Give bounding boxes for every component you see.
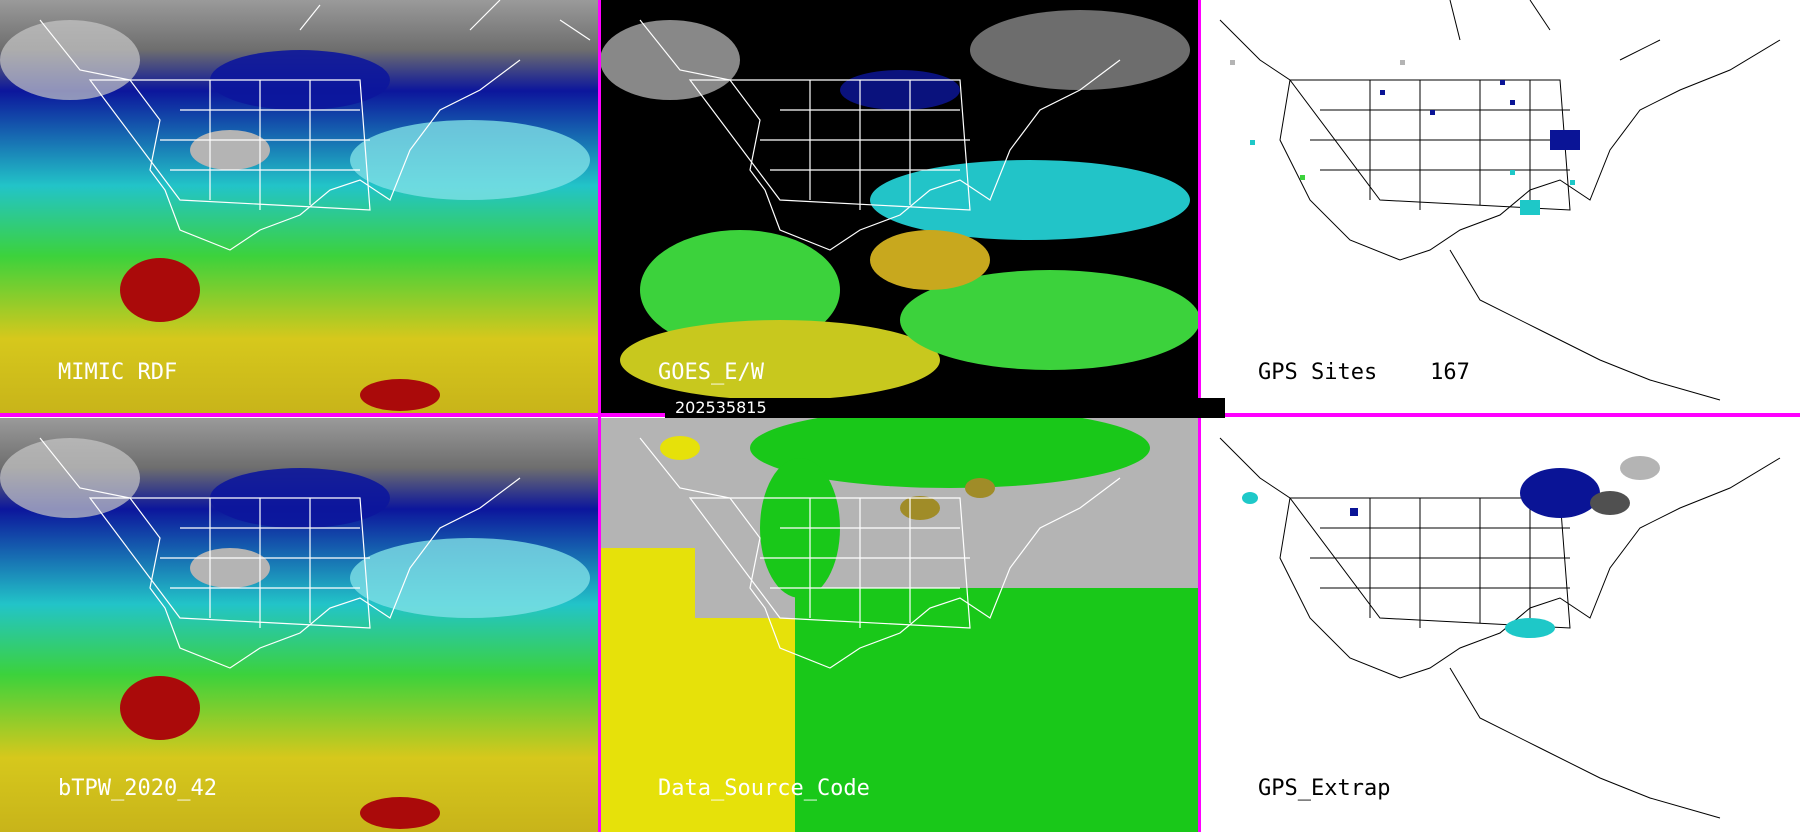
gps-site-marker-icon — [1230, 60, 1580, 215]
coastline-outline-icon — [639, 19, 1121, 251]
coastline-outline-icon — [639, 437, 1121, 669]
panel-title: GOES_E/W — [658, 360, 764, 385]
panel-title: bTPW_2020_42 — [58, 776, 217, 801]
source-map-image — [600, 418, 1198, 832]
panel-data-source: Data_Source_Code — [600, 418, 1198, 832]
panel-mimic-rdf: MIMIC RDF — [0, 0, 598, 413]
panel-title: MIMIC RDF — [58, 360, 178, 385]
extrap-field-shapes — [1242, 456, 1660, 638]
timestamp-label: 202535815 — [665, 398, 1225, 418]
coastline-outline-icon — [39, 437, 521, 669]
gps-extrap-map-image — [1219, 437, 1781, 819]
panel-gps-extrap: GPS_Extrap — [1200, 418, 1800, 832]
goes-map-image — [600, 0, 1198, 413]
tpw-map-image — [0, 418, 598, 832]
coastline-outline-icon — [1219, 0, 1781, 401]
panel-gps-sites: GPS Sites 167 — [1200, 0, 1800, 413]
coastline-outline-icon — [39, 0, 591, 251]
gps-sites-map-image — [1219, 0, 1781, 401]
panel-title: Data_Source_Code — [658, 776, 870, 801]
panel-divider-vertical-left — [598, 0, 601, 832]
panel-btpw: bTPW_2020_42 — [0, 418, 598, 832]
tpw-map-image — [0, 0, 598, 413]
panel-title: GPS_Extrap — [1258, 776, 1391, 801]
coastline-outline-icon — [1219, 437, 1781, 819]
panel-title: GPS Sites 167 — [1258, 360, 1470, 385]
panel-goes: GOES_E/W — [600, 0, 1198, 413]
